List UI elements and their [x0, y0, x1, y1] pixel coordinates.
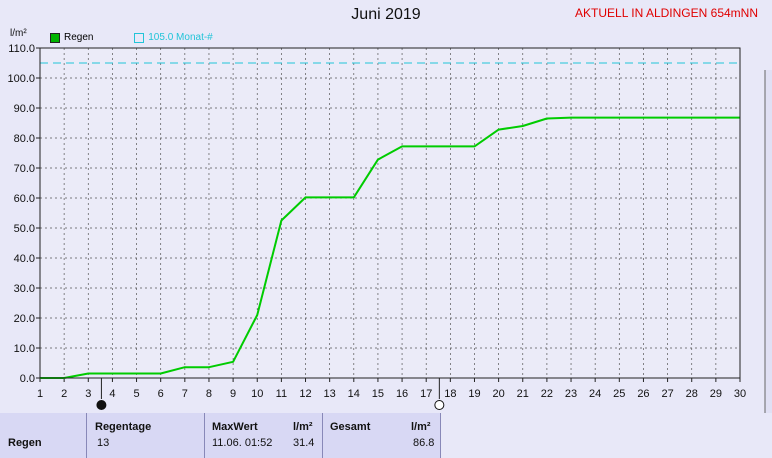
y-tick-label: 60.0: [14, 193, 35, 205]
legend-label-regen: Regen: [64, 32, 94, 43]
maxwert-date: 11.06. 01:52: [212, 437, 273, 449]
x-tick-label: 23: [565, 388, 577, 400]
maxwert-value: 31.4: [293, 437, 315, 449]
x-tick-label: 20: [492, 388, 504, 400]
x-tick-label: 16: [396, 388, 408, 400]
y-tick-label: 80.0: [14, 133, 35, 145]
regentage-value: 13: [97, 437, 110, 449]
x-tick-label: 17: [420, 388, 432, 400]
y-tick-label: 40.0: [14, 253, 35, 265]
stats-regentage-cell: Regentage 13: [87, 413, 205, 458]
x-tick-label: 28: [686, 388, 698, 400]
x-tick-label: 14: [348, 388, 360, 400]
legend-label-monthly-reference: 105.0 Monat-#: [148, 32, 213, 43]
y-axis-unit-label: l/m²: [10, 28, 27, 39]
chart-plot: 0.0 10.0 20.0 30.0 40.0 50.0 60.0 70.0 80.0 90.0 1…: [7, 43, 772, 413]
stats-row-label: Regen: [8, 437, 42, 449]
legend-item-regen: Regen: [50, 32, 93, 43]
x-tick-label: 2: [61, 388, 67, 400]
gesamt-header: Gesamt: [330, 421, 371, 433]
x-tick-label: 27: [661, 388, 673, 400]
full-moon-icon: [434, 400, 445, 410]
x-tick-label: 26: [637, 388, 649, 400]
y-tick-label: 90.0: [14, 103, 35, 115]
new-moon-icon: [96, 400, 107, 410]
x-tick-label: 19: [468, 388, 480, 400]
x-tick-label: 8: [206, 388, 212, 400]
stats-panel: Regentage 13 MaxWert l/m² 11.06. 01:52 3…: [0, 413, 772, 458]
stats-gesamt-cell: Gesamt l/m² 86.8: [323, 413, 441, 458]
maxwert-header: MaxWert: [212, 421, 258, 433]
x-tick-label: 6: [158, 388, 164, 400]
x-tick-label: 9: [230, 388, 236, 400]
y-tick-label: 50.0: [14, 223, 35, 235]
y-tick-label: 100.0: [7, 73, 35, 85]
x-tick-label: 13: [324, 388, 336, 400]
stats-empty-cell: [441, 413, 772, 458]
y-tick-label: 70.0: [14, 163, 35, 175]
x-tick-label: 21: [517, 388, 529, 400]
adjacent-panel-edge: [765, 70, 772, 413]
y-tick-label: 110.0: [8, 43, 35, 55]
plot-background: [40, 48, 740, 378]
legend-item-monthly-reference: 105.0 Monat-#: [134, 32, 213, 43]
x-tick-label: 15: [372, 388, 384, 400]
legend: Regen 105.0 Monat-#: [50, 32, 251, 44]
regentage-header: Regentage: [95, 421, 152, 433]
x-tick-label: 4: [109, 388, 115, 400]
y-tick-label: 0.0: [20, 373, 35, 385]
y-tick-label: 30.0: [14, 283, 35, 295]
plot-frame: [39, 47, 741, 379]
x-tick-label: 18: [444, 388, 456, 400]
station-label: AKTUELL IN ALDINGEN 654mNN: [575, 6, 758, 20]
maxwert-unit: l/m²: [293, 421, 313, 433]
x-tick-label: 11: [276, 388, 287, 400]
x-tick-label: 10: [251, 388, 263, 400]
gesamt-unit: l/m²: [411, 421, 431, 433]
stats-maxwert-cell: MaxWert l/m² 11.06. 01:52 31.4: [205, 413, 323, 458]
y-tick-label: 10.0: [14, 343, 35, 355]
legend-swatch-regen: [50, 32, 60, 43]
x-tick-label: 12: [299, 388, 311, 400]
x-tick-label: 25: [613, 388, 625, 400]
x-tick-label: 3: [85, 388, 91, 400]
chart-title: Juni 2019: [351, 6, 421, 23]
legend-swatch-monthly-reference: [134, 32, 145, 43]
series-line-regen: [40, 116, 740, 379]
x-tick-label: 1: [37, 388, 43, 400]
y-tick-label: 20.0: [14, 313, 35, 325]
gesamt-value: 86.8: [413, 437, 435, 449]
x-tick-label: 29: [710, 388, 722, 400]
x-tick-label: 30: [734, 388, 746, 400]
x-tick-label: 24: [589, 388, 601, 400]
stats-label-cell: [0, 413, 87, 458]
x-tick-label: 7: [182, 388, 188, 400]
x-tick-label: 22: [541, 388, 553, 400]
x-tick-label: 5: [133, 388, 139, 400]
